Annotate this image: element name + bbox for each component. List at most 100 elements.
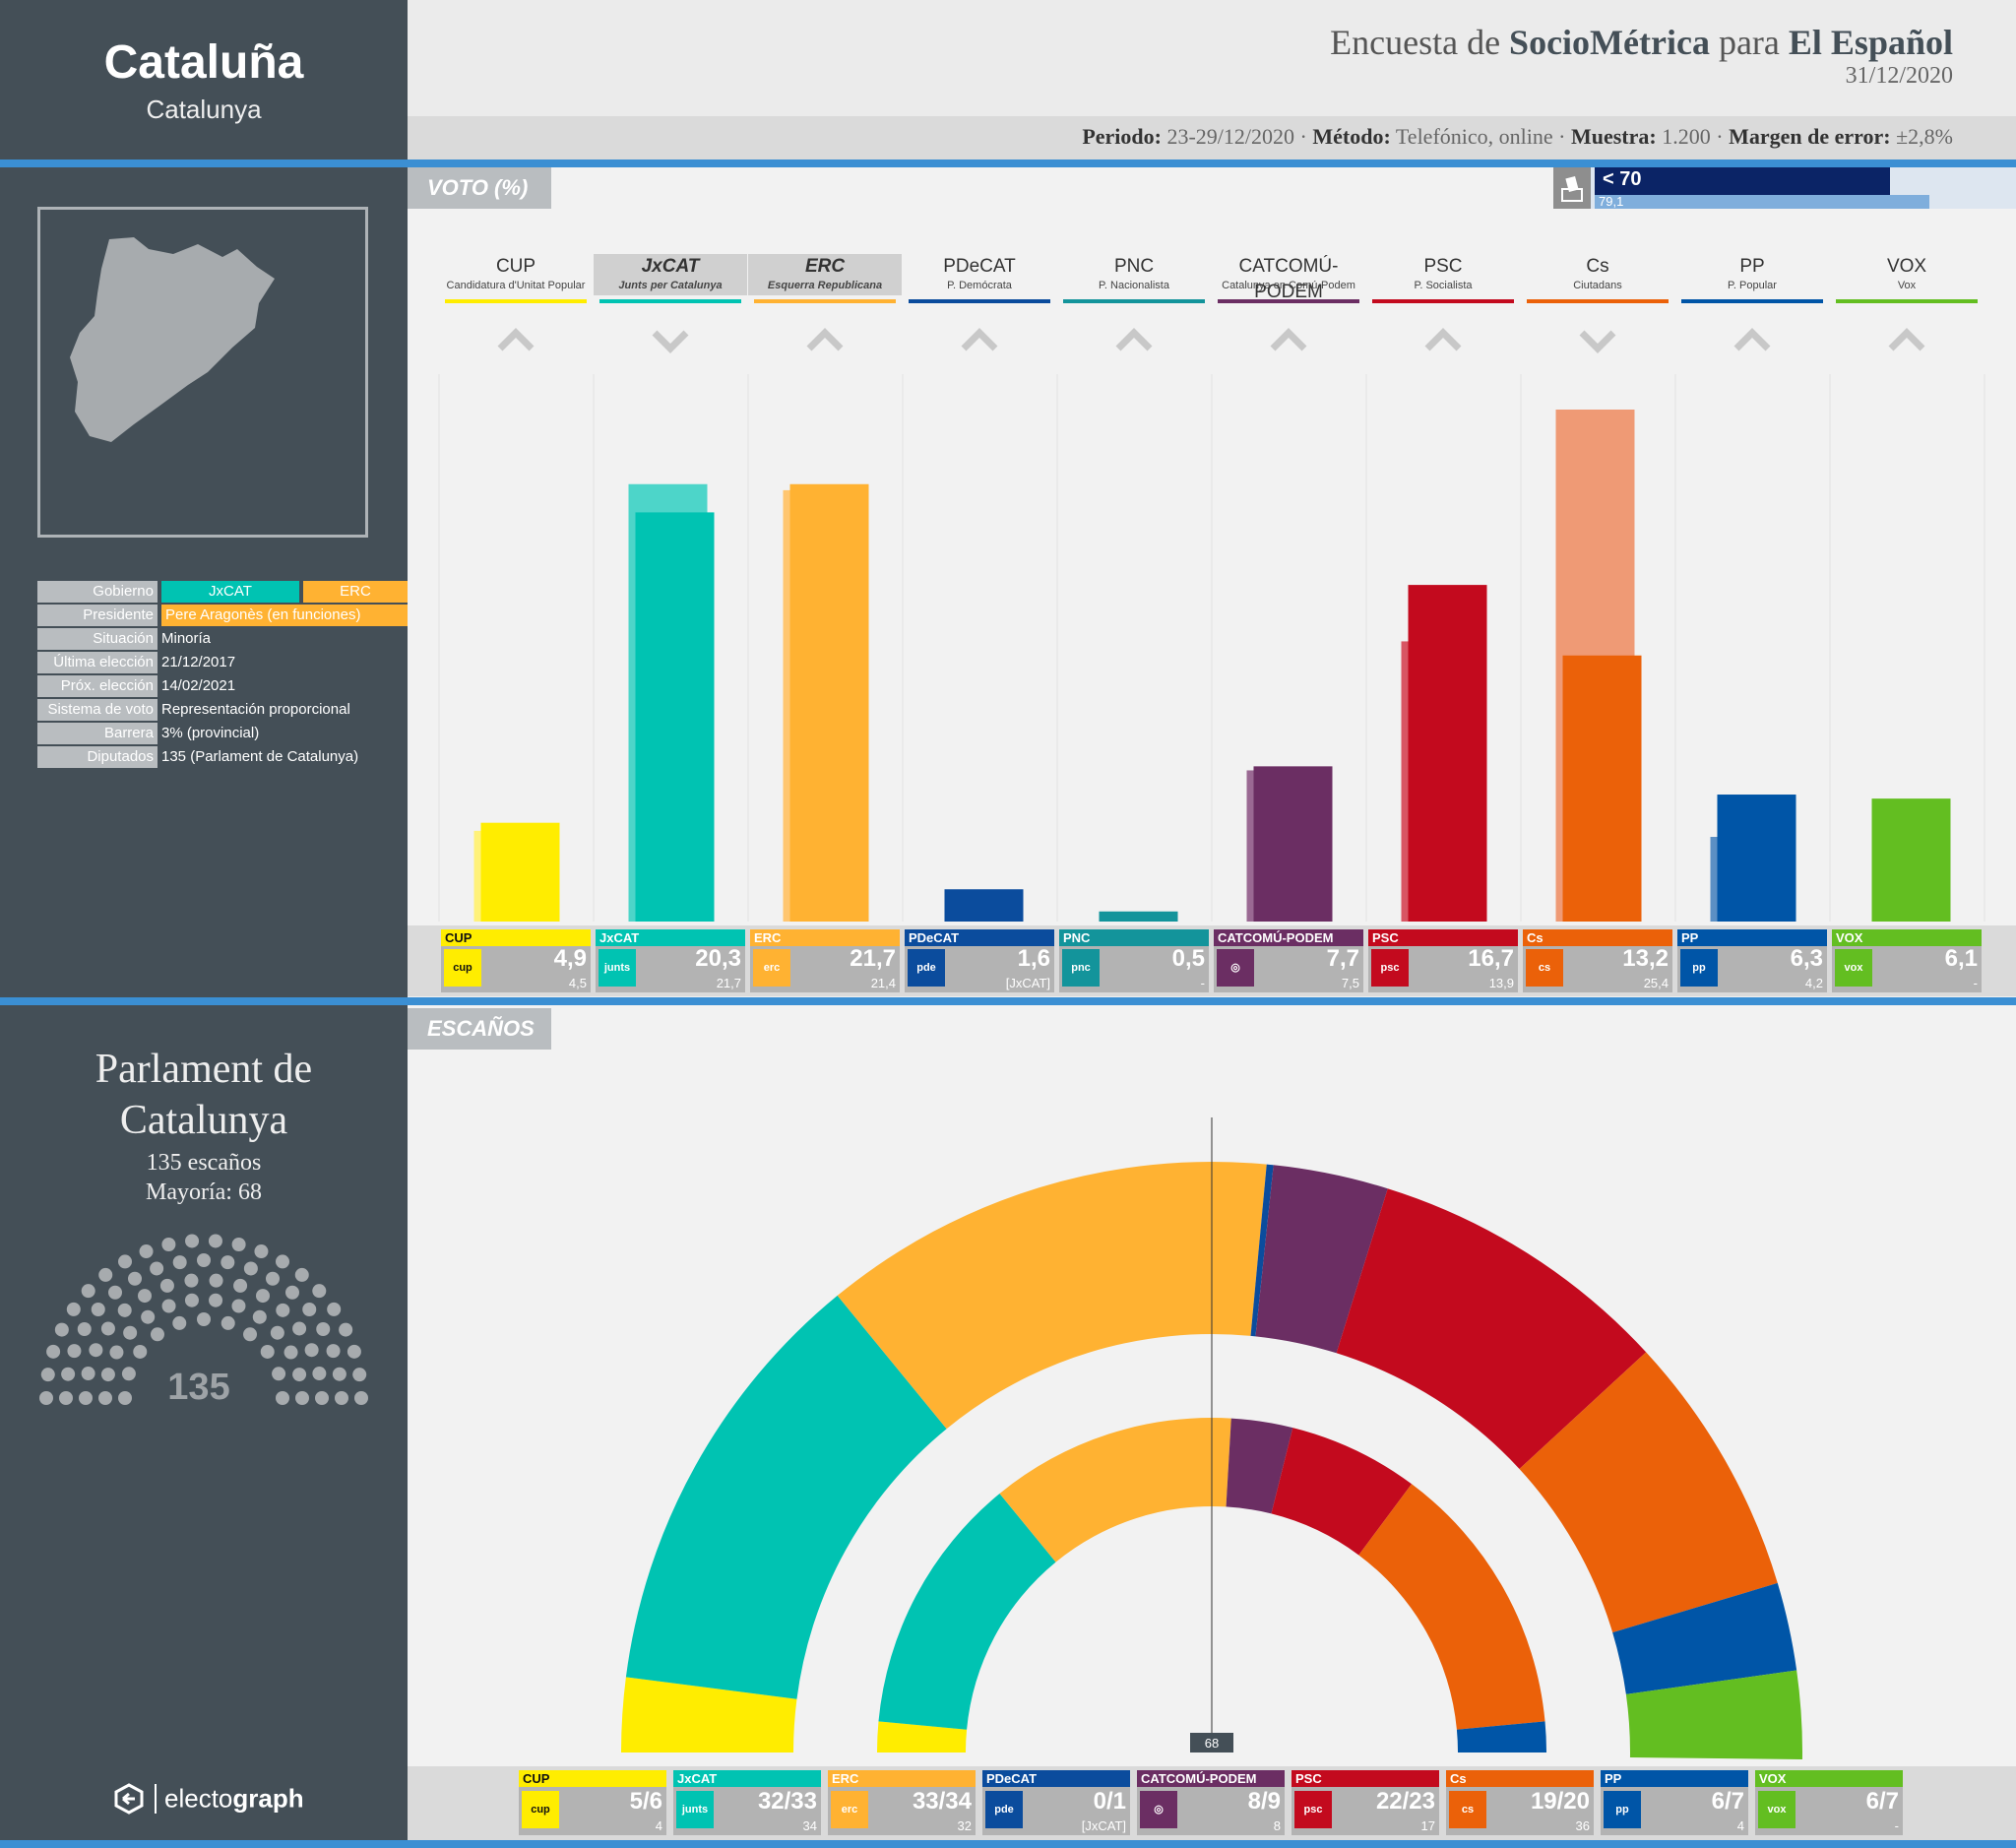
party-color-underline [1372,299,1514,303]
seat-box-party: VOX [1755,1770,1903,1787]
seat-dot [172,1315,187,1330]
seat-arc-current-erc [837,1162,1267,1430]
poll-metadata: Periodo: 23-29/12/2020 · Método: Telefón… [1082,124,1953,149]
seat-box-erc: ERC erc 33/34 32 [828,1770,976,1835]
party-logo-icon: pde [985,1791,1023,1828]
seat-dot [67,1344,82,1359]
vote-box-jxcat: JxCAT junts 20,3 21,7 [596,929,745,992]
seat-dot [294,1267,309,1282]
party-name: PNC [1113,256,1155,277]
vote-box-party: PP [1677,929,1827,946]
seat-dot [89,1343,103,1358]
ballot-box-icon [1553,167,1591,209]
seat-dot [109,1345,124,1360]
seat-arc-previous-catcomu [1226,1418,1293,1514]
seat-dot [150,1327,164,1342]
seat-box-psc: PSC psc 22/23 17 [1292,1770,1439,1835]
seat-arc-current-pdecat [1250,1164,1274,1337]
seat-dot [123,1325,138,1340]
divider-line [0,997,2016,1005]
seat-previous: 4 [1736,1818,1744,1833]
seat-box-party: JxCAT [673,1770,821,1787]
info-row-prox-eleccion: Próx. elección 14/02/2021 [37,675,368,697]
seat-dot [133,1344,148,1359]
seat-dot [138,1289,152,1304]
trend-up-icon [1423,321,1463,360]
vote-box-cup: CUP cup 4,9 4,5 [441,929,591,992]
party-header-pdecat: PDeCAT P. Demócrata [903,254,1056,303]
seat-dot [254,1244,269,1259]
vote-value: 16,7 [1468,945,1514,972]
bar-cup [480,822,560,922]
seat-dot [139,1244,154,1259]
seat-value: 33/34 [912,1788,972,1815]
seat-dot [266,1271,280,1286]
seat-dot [295,1391,309,1405]
vote-previous: 7,5 [1341,976,1359,990]
parliament-name-line2: Catalunya [119,1098,288,1143]
party-name: PP [1739,256,1765,277]
party-name: CUP [495,256,536,277]
party-name: PSC [1423,256,1463,277]
party-color-underline [909,299,1050,303]
party-full-name: Candidatura d'Unitat Popular [446,280,586,291]
seat-dot [292,1321,307,1336]
trend-up-icon [1732,321,1772,360]
seat-box-catcomu: CATCOMÚ-PODEM ◎ 8/9 8 [1137,1770,1285,1835]
seat-previous: 8 [1273,1818,1281,1833]
seat-dot [284,1345,298,1360]
seat-dot [81,1284,95,1299]
seat-arc-current-pp [1612,1582,1797,1694]
poll-title: Encuesta de SocioMétrica para El Español [1330,23,1953,62]
party-color-underline [1218,299,1359,303]
vote-box-pnc: PNC pnc 0,5 - [1059,929,1209,992]
bar-pnc [1099,911,1178,922]
vote-box-psc: PSC psc 16,7 13,9 [1368,929,1518,992]
party-full-name: P. Socialista [1414,280,1473,291]
seat-dot [66,1302,81,1316]
seat-dot [184,1273,199,1288]
party-color-underline [1527,299,1669,303]
info-row-situacion: Situación Minoría [37,628,368,650]
vote-value: 21,7 [850,945,896,972]
seat-arc-current-vox [1625,1670,1802,1759]
seat-dot [256,1289,270,1304]
trend-up-icon [805,321,845,360]
vote-value: 13,2 [1622,945,1669,972]
party-color-underline [445,299,587,303]
vote-box-party: JxCAT [596,929,745,946]
party-logo-icon: psc [1294,1791,1332,1828]
seat-dot [117,1303,132,1317]
seat-value: 32/33 [757,1788,817,1815]
party-color-underline [1836,299,1978,303]
seat-arc-previous-cup [877,1721,968,1752]
party-color-underline [1063,299,1205,303]
seat-dot [316,1322,331,1336]
bar-erc [789,483,869,922]
seat-dot [61,1367,76,1381]
seat-dot [352,1368,367,1382]
gov-party-jxcat: JxCAT [161,581,299,603]
seat-dot [276,1391,289,1405]
seat-dot [128,1271,142,1286]
parliament-majority: Mayoría: 68 [146,1179,262,1205]
seat-dot [100,1321,115,1336]
party-header-erc: ERC Esquerra Republicana [748,254,902,303]
bar-vox [1871,798,1951,922]
vote-value: 7,7 [1326,945,1359,972]
seat-dot [77,1322,92,1336]
vote-box-erc: ERC erc 21,7 21,4 [750,929,900,992]
seat-dot [292,1368,307,1382]
seat-box-party: PDeCAT [982,1770,1130,1787]
seat-value: 5/6 [629,1788,662,1815]
party-header-jxcat: JxCAT Junts per Catalunya [594,254,747,303]
seat-arc-current-cup [621,1677,797,1752]
trend-up-icon [960,321,999,360]
party-logo-icon: pp [1680,949,1718,987]
vote-value: 20,3 [695,945,741,972]
seat-dot [220,1315,235,1330]
tab-escanos: ESCAÑOS [408,1008,551,1050]
party-logo-icon: ◎ [1217,949,1254,987]
seat-arc-current-catcomu [1255,1165,1388,1354]
seat-dot [231,1238,246,1252]
